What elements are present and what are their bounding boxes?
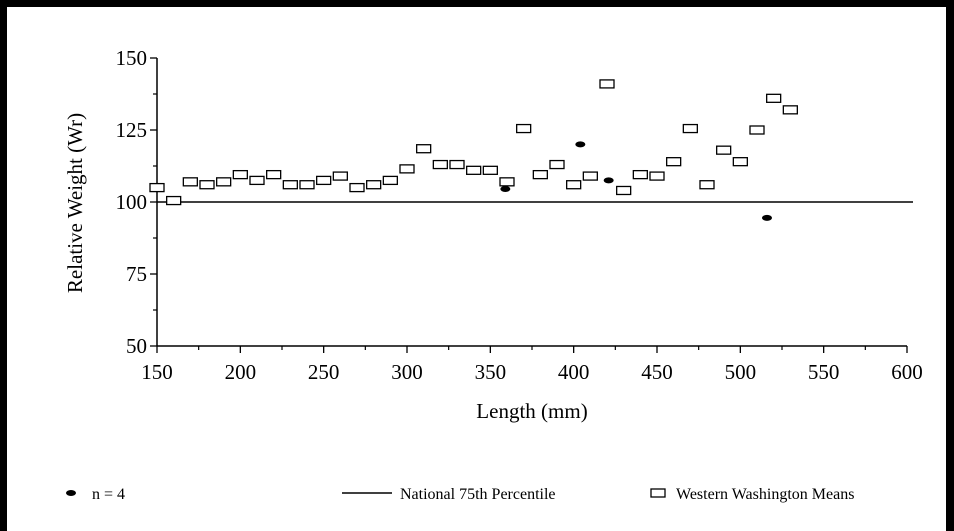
western-washington-mean-point [749,125,765,135]
western-washington-mean-point [716,145,732,155]
x-tick-label: 150 [141,360,173,384]
legend-label-western-washington: Western Washington Means [676,486,854,503]
legend-rect-marker [650,488,666,498]
western-washington-mean-point [682,123,698,134]
y-tick-label: 50 [126,334,147,358]
western-washington-mean-point [282,180,298,190]
western-washington-mean-point [482,165,498,175]
western-washington-mean-point [399,164,415,174]
x-tick-label: 350 [475,360,507,384]
legend-dot-marker [66,490,76,496]
western-washington-mean-point [432,159,448,170]
western-washington-mean-point [382,175,398,186]
x-tick-label: 250 [308,360,340,384]
data-marks [149,79,798,221]
western-washington-mean-point [532,169,548,180]
axes: 50 75 100 125 150 150 200 250 300 350 400 450 500 550… [116,46,923,384]
y-tick-label: 125 [116,118,148,142]
western-washington-mean-point [249,175,265,186]
western-washington-mean-point [449,159,465,170]
western-washington-mean-point [232,169,248,180]
n-equals-4-point [762,214,772,221]
western-washington-mean-point [182,177,198,187]
x-tick-label: 500 [725,360,757,384]
legend: n = 4 National 75th Percentile Western Was… [66,486,854,503]
western-washington-mean-point [549,159,565,170]
western-washington-mean-point [199,180,215,190]
legend-label-reference: National 75th Percentile [400,486,556,503]
western-washington-mean-point [699,180,715,190]
x-tick-label: 200 [225,360,257,384]
y-tick-label: 100 [116,190,148,214]
western-washington-mean-point [466,165,482,175]
western-washington-mean-point [266,169,282,180]
n-equals-4-point [500,186,511,193]
western-washington-mean-point [366,180,382,190]
x-tick-label: 400 [558,360,590,384]
western-washington-mean-point [349,182,365,193]
y-tick-label: 150 [116,46,148,70]
y-axis-label: Relative Weight (Wr) [63,113,87,293]
western-washington-mean-point [766,93,782,103]
y-tick-label: 75 [126,262,147,286]
x-tick-label: 550 [808,360,840,384]
n-equals-4-point [603,177,614,184]
western-washington-mean-point [149,182,165,193]
western-washington-mean-point [316,175,332,186]
western-washington-mean-point [649,171,665,181]
x-tick-label: 600 [891,360,923,384]
western-washington-mean-point [332,171,348,181]
western-washington-mean-point [666,157,682,167]
n-equals-4-point [575,141,586,148]
western-washington-mean-point [566,180,582,190]
x-tick-label: 450 [641,360,673,384]
western-washington-mean-point [782,105,798,115]
western-washington-mean-point [166,195,182,206]
western-washington-mean-point [499,177,515,187]
western-washington-mean-point [416,144,432,154]
western-washington-mean-point [299,180,315,190]
x-tick-label: 300 [391,360,423,384]
western-washington-mean-point [516,123,532,134]
western-washington-mean-point [616,185,632,196]
western-washington-mean-point [732,157,748,167]
western-washington-mean-point [632,169,648,180]
western-washington-mean-point [582,171,598,181]
x-axis-label: Length (mm) [476,399,587,423]
western-washington-mean-point [599,79,615,89]
legend-label-n4: n = 4 [92,486,125,503]
western-washington-mean-point [216,177,232,187]
